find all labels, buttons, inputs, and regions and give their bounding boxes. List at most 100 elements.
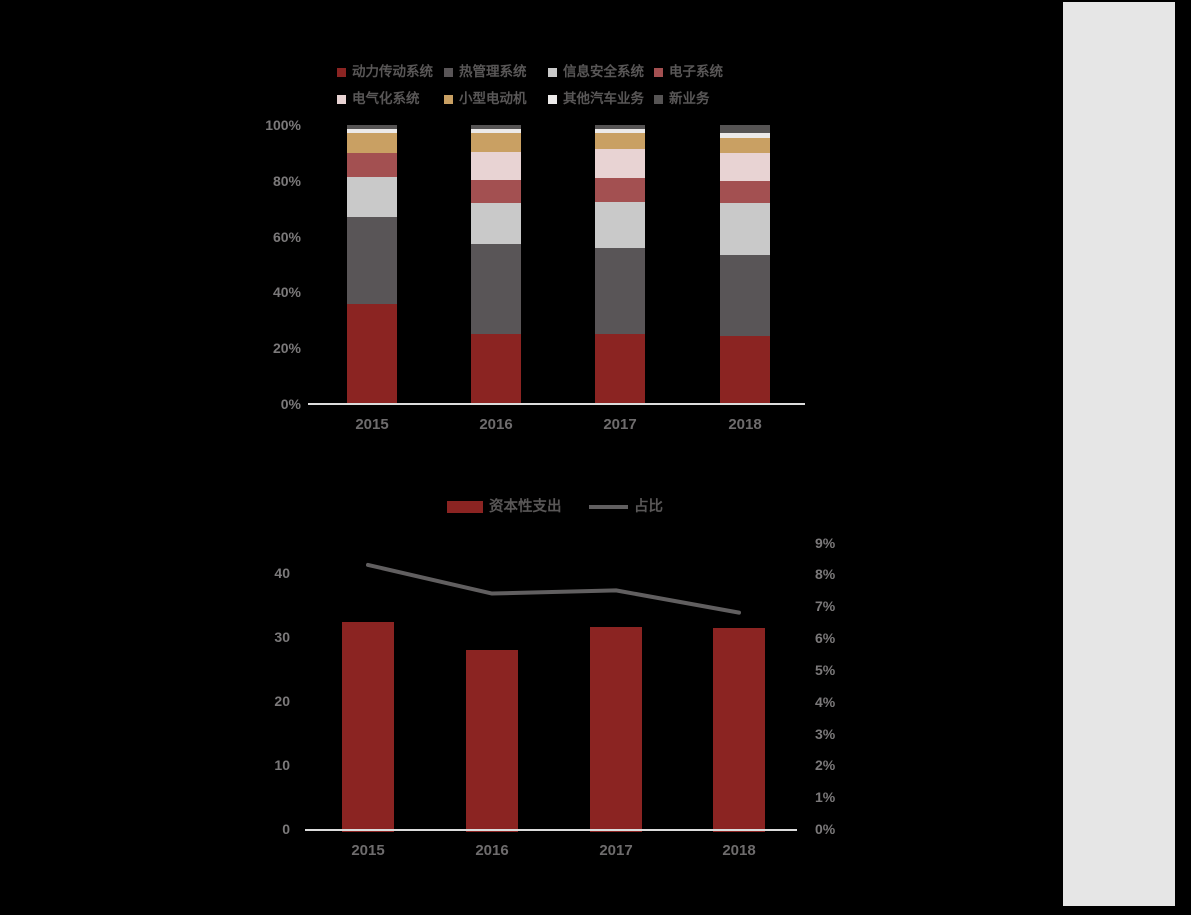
bar-segment [595,202,645,249]
right-axis-tick-label: 3% [815,725,836,742]
legend-item: 信息安全系统 [548,64,644,80]
legend-label: 电子系统 [669,64,723,79]
stacked-bar [595,0,645,405]
legend-label: 新业务 [669,91,710,106]
bar-segment [720,133,770,138]
capex-bar [713,628,765,832]
legend-item: 热管理系统 [444,64,527,80]
legend-swatch-icon [444,94,453,104]
legend-label: 其他汽车业务 [563,91,644,106]
right-axis-tick-label: 0% [815,821,836,837]
bar-segment [471,151,521,180]
bar-segment [347,129,397,134]
legend-label: 占比 [634,499,663,515]
bar-segment [595,129,645,134]
y-axis-tick-label: 20% [272,340,301,357]
bar-segment [471,129,521,134]
stacked-bar [347,0,397,405]
legend-label: 动力传动系统 [352,64,433,79]
x-axis-year-label: 2017 [603,416,637,433]
legend-bar-swatch-icon [447,501,483,513]
capex-bar [466,650,518,832]
bar-segment [347,176,397,218]
legend-swatch-icon [337,67,346,77]
right-axis-tick-label: 1% [815,789,836,806]
y-axis-tick-label: 40% [272,284,301,301]
legend-item: 动力传动系统 [337,64,433,80]
bar-segment [347,125,397,130]
legend-item: 小型电动机 [444,91,527,107]
bar-segment [471,244,521,334]
bar-segment [471,133,521,152]
x-axis-year-label: 2018 [722,842,756,859]
stacked-bar-chart: 动力传动系统 热管理系统 信息安全系统 电子系统电气化系统 小型电动机 其他汽车业务 新业务… [0,0,1063,450]
legend-item: 新业务 [654,91,710,107]
legend-swatch-icon [548,67,557,77]
bar-segment [347,153,397,177]
legend-label: 热管理系统 [459,64,527,79]
capex-combo-chart: 资本性支出 占比 40 30 20 10 0 9% 8% 7% 6% 5% 4% 3% 2% 1% 0% 2… [0,450,1063,915]
bar-segment [720,203,770,256]
bar-segment [720,181,770,204]
bar-segment [347,133,397,153]
bar-segment [720,153,770,181]
legend-swatch-icon [548,94,557,104]
legend-swatch-icon [654,94,663,104]
legend-item-capex: 资本性支出 [447,499,562,515]
left-axis-tick-label: 30 [274,629,290,645]
y-axis-tick-label: 80% [272,172,301,189]
legend-item: 其他汽车业务 [548,91,644,107]
y-axis-tick-label: 0% [280,396,301,412]
x-axis-year-label: 2016 [475,842,509,859]
y-axis-tick-label: 60% [272,228,301,245]
legend-swatch-icon [444,67,453,77]
right-axis-tick-label: 9% [815,534,836,551]
legend-label: 信息安全系统 [563,64,644,79]
bar-segment [471,203,521,244]
legend-label: 小型电动机 [459,91,527,106]
right-axis-tick-label: 8% [815,566,836,583]
left-axis-tick-label: 40 [274,565,290,581]
bar-segment [471,333,521,405]
stacked-chart-x-axis-line [308,403,805,405]
right-axis-tick-label: 4% [815,693,836,710]
legend-swatch-icon [654,67,663,77]
legend-line-swatch-icon [589,505,628,509]
legend-swatch-icon [337,94,346,104]
bar-segment [471,125,521,130]
left-axis-tick-label: 20 [274,693,290,709]
legend-item: 电子系统 [654,64,723,80]
legend-label: 电气化系统 [352,91,420,106]
y-axis-tick-label: 100% [265,117,301,133]
bar-segment [347,217,397,305]
bar-segment [720,137,770,153]
x-axis-year-label: 2015 [355,416,389,433]
right-axis-tick-label: 6% [815,630,836,647]
left-axis-tick-label: 10 [274,757,290,773]
bar-segment [595,148,645,179]
bar-segment [595,333,645,405]
left-axis-tick-label: 0 [282,821,290,837]
right-axis-tick-label: 7% [815,598,836,615]
combo-chart-x-axis-line [305,829,797,831]
stacked-bar [471,0,521,405]
stacked-bar [720,0,770,405]
bar-segment [595,133,645,149]
bar-segment [471,179,521,204]
x-axis-year-label: 2015 [351,842,385,859]
right-axis-tick-label: 2% [815,757,836,774]
capex-bar [590,627,642,832]
bar-segment [720,336,770,405]
bar-segment [720,125,770,134]
bar-segment [595,248,645,334]
capex-bar [342,621,394,832]
legend-label: 资本性支出 [489,499,562,515]
right-page-margin-strip [1063,2,1175,906]
x-axis-year-label: 2016 [479,416,513,433]
x-axis-year-label: 2018 [728,416,762,433]
bar-segment [595,178,645,202]
legend-item-ratio: 占比 [589,499,663,515]
legend-item: 电气化系统 [337,91,420,107]
right-axis-tick-label: 5% [815,661,836,678]
